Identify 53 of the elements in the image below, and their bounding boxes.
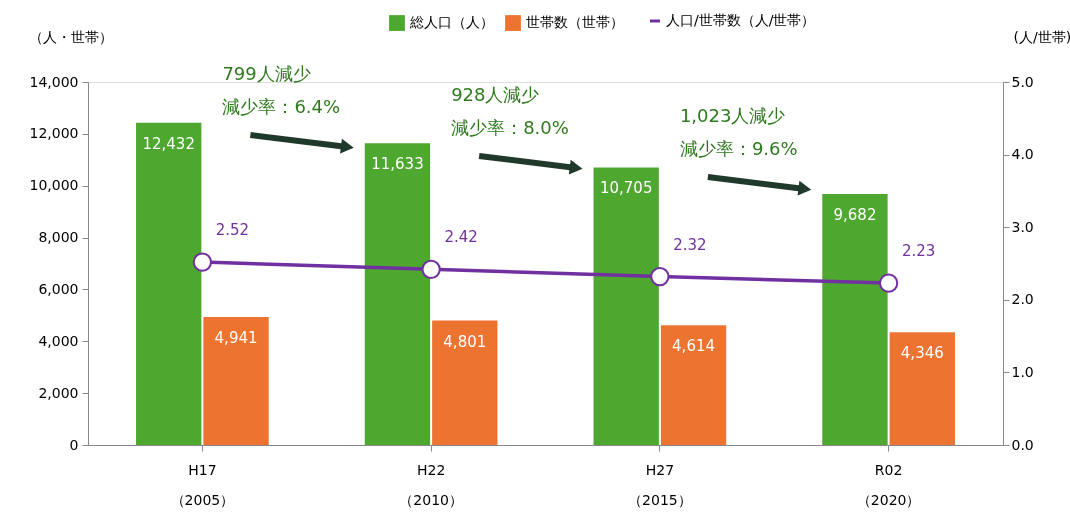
y2-tick-label: 2.0 <box>1011 291 1034 308</box>
point <box>650 266 670 287</box>
data-label: 4,614 <box>672 337 716 356</box>
y2-tick-label: 1.0 <box>1011 363 1034 380</box>
data-label: 4,941 <box>214 328 258 347</box>
y-tick-label: 12,000 <box>29 125 79 142</box>
bar <box>432 320 498 445</box>
y-tick-label: 2,000 <box>38 384 79 401</box>
data-label: 9,682 <box>833 205 877 224</box>
bar <box>660 325 727 445</box>
data-label: 12,432 <box>142 134 195 153</box>
data-label: 2.32 <box>673 235 707 254</box>
bar <box>136 122 202 445</box>
legend-label: 総人口（人） <box>409 14 494 31</box>
annotation: 減少率：9.6% <box>679 138 798 159</box>
legend-label: 世帯数（世帯） <box>526 14 624 31</box>
y2-tick-label: 3.0 <box>1011 218 1034 235</box>
data-label: 10,705 <box>599 179 653 198</box>
y-tick-label: 8,000 <box>38 229 79 246</box>
bar <box>889 332 955 445</box>
y-tick-label: 10,000 <box>29 177 79 194</box>
data-label: 4,346 <box>900 344 944 363</box>
y-axis-title: （人・世帯） <box>28 28 113 45</box>
annotation: 1,023人減少 <box>679 105 786 126</box>
x-tick-label: R02 （2020） <box>856 461 921 508</box>
bar <box>203 316 269 445</box>
annotation: 928人減少 <box>451 84 540 105</box>
bar <box>593 167 659 445</box>
y-tick-label: 0 <box>69 436 79 453</box>
x-tick-label: H22 （2010） <box>399 461 463 508</box>
annotation: 799人減少 <box>222 63 311 84</box>
y2-tick-label: 4.0 <box>1011 146 1034 163</box>
data-label: 2.23 <box>901 242 936 261</box>
x-tick-label: H17 （2005） <box>170 461 235 508</box>
point <box>878 273 899 293</box>
annotation: 減少率：8.0% <box>451 117 569 138</box>
y2-tick-label: 5.0 <box>1011 73 1034 90</box>
y2-tick-label: 0.0 <box>1011 436 1034 453</box>
bar <box>822 193 888 445</box>
point <box>421 259 441 279</box>
y2-axis-title: (人/世帯) <box>1013 28 1070 45</box>
bar <box>364 143 431 445</box>
point <box>192 252 213 272</box>
data-label: 2.52 <box>215 221 250 240</box>
y-tick-label: 4,000 <box>38 332 79 349</box>
y-tick-label: 14,000 <box>29 73 79 90</box>
data-label: 11,633 <box>371 155 424 174</box>
data-label: 4,801 <box>443 332 487 351</box>
legend-label: 人口/世帯数（人/世帯） <box>666 12 816 28</box>
y-tick-label: 6,000 <box>38 280 79 297</box>
annotation: 減少率：6.4% <box>222 96 341 117</box>
x-tick-label: H27 （2015） <box>628 461 692 508</box>
data-label: 2.42 <box>444 228 478 247</box>
